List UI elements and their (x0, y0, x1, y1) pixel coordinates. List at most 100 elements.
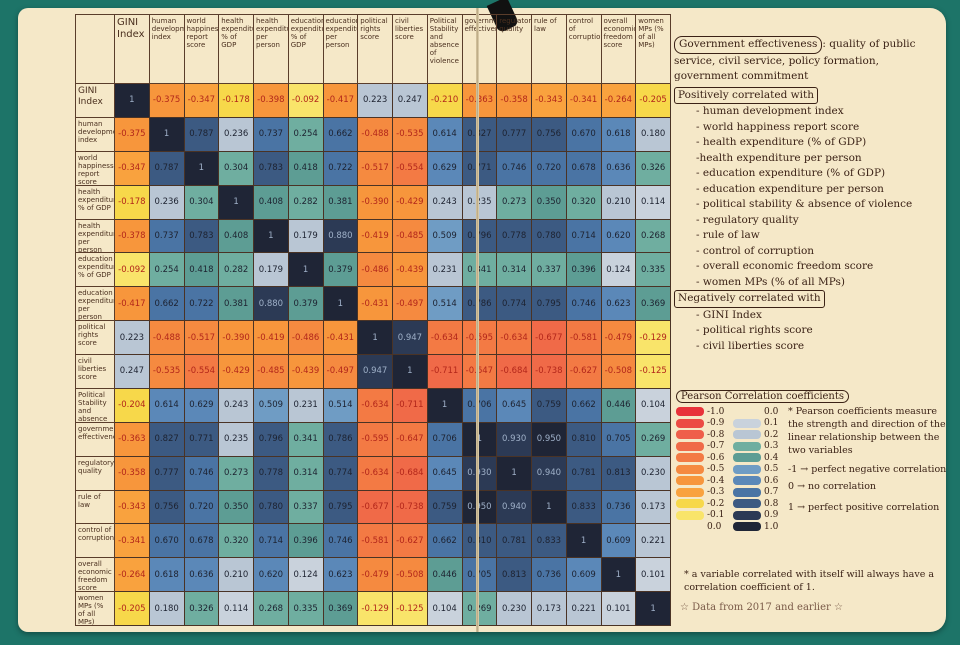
positive-list: - human development index - world happine… (674, 104, 944, 290)
heatmap-cell: 0.781 (497, 524, 532, 559)
heatmap-cell: -0.439 (393, 253, 428, 288)
row-header: rule of law (75, 490, 115, 525)
heatmap-cell: 0.335 (636, 253, 671, 288)
row-header: political rights score (75, 321, 115, 355)
heatmap-cell: -0.485 (393, 219, 428, 254)
heatmap-cell: 0.223 (115, 321, 150, 355)
heatmap-cell: -0.378 (115, 219, 150, 254)
column-header: world happiness report score (184, 14, 220, 84)
legend-scale: -1.0 0.0 -0.9 0.1 -0.8 0.2 -0.7 0.3 -0.6 0.4 -0.5 0… (676, 406, 946, 533)
heatmap-cell: -0.429 (393, 185, 428, 220)
heatmap-cell: 0.114 (219, 592, 254, 626)
column-header: regulatory quality (497, 14, 532, 84)
heatmap-cell: 0.746 (566, 287, 602, 322)
heatmap-cell: 0.781 (566, 456, 602, 491)
legend-label-positive: 0.5 (764, 464, 779, 475)
heatmap-cell: 0.714 (254, 524, 289, 559)
heatmap-cell: 0.609 (601, 524, 637, 559)
heatmap-cell: -0.738 (532, 355, 567, 389)
heatmap-cell: 0.746 (184, 456, 220, 491)
heatmap-cell: -0.264 (601, 84, 637, 118)
notes-definition: : quality of public service, civil servi… (674, 38, 916, 82)
heatmap-cell: 0.940 (497, 490, 532, 525)
heatmap-cell-diagonal: 1 (601, 558, 637, 593)
legend-row: 0.0 1.0 (676, 521, 946, 533)
heatmap-cell: 0.609 (566, 558, 602, 593)
heatmap-cell: 0.930 (497, 422, 532, 457)
heatmap-cell: -0.535 (393, 117, 428, 152)
row-header: education expenditure % of GDP (75, 253, 115, 288)
heatmap-cell: 0.335 (288, 592, 324, 626)
heatmap-cell: 0.269 (636, 422, 671, 457)
heatmap-cell-diagonal: 1 (184, 151, 220, 186)
heatmap-cell: 0.705 (462, 558, 498, 593)
heatmap-cell: 0.736 (601, 490, 637, 525)
heatmap-cell: -0.419 (254, 321, 289, 355)
row-header: human development index (75, 117, 115, 152)
heatmap-cell: 0.223 (358, 84, 393, 118)
legend-row: -0.1 0.9 (676, 510, 946, 522)
column-header: political rights score (358, 14, 393, 84)
heatmap-cell: -0.508 (601, 355, 637, 389)
heatmap-cell: 0.350 (219, 490, 254, 525)
heatmap-cell: -0.535 (149, 355, 185, 389)
heatmap-cell: 0.173 (636, 490, 671, 525)
heatmap-cell: 0.645 (497, 388, 532, 423)
heatmap-cell: 0.759 (427, 490, 463, 525)
heatmap-cell: 0.124 (601, 253, 637, 288)
heatmap-cell: 0.796 (462, 219, 498, 254)
negative-heading: Negatively correlated with (674, 290, 825, 308)
heatmap-cell: 0.618 (149, 558, 185, 593)
heatmap-cell: 0.670 (566, 117, 602, 152)
heatmap-cell: -0.595 (462, 321, 498, 355)
negative-list: - GINI Index - political rights score - ci… (674, 308, 944, 355)
explanation-zero: 0 → no correlation (788, 481, 877, 492)
heatmap-cell: 0.950 (532, 422, 567, 457)
heatmap-cell: -0.358 (497, 84, 532, 118)
heatmap-cell: 0.268 (636, 219, 671, 254)
row-header: regulatory quality (75, 456, 115, 491)
heatmap-cell: 0.396 (566, 253, 602, 288)
heatmap-cell: -0.264 (115, 558, 150, 593)
legend-label-positive: 0.8 (764, 498, 779, 509)
column-header: education expenditure % of GDP (288, 14, 324, 84)
heatmap-cell: 0.210 (601, 185, 637, 220)
legend-row: -0.2 0.8 (676, 498, 946, 510)
heatmap-cell: 0.269 (462, 592, 498, 626)
heatmap-cell: 0.282 (219, 253, 254, 288)
heatmap-cell: 0.930 (462, 456, 498, 491)
heatmap-cell: -0.634 (497, 321, 532, 355)
heatmap-cell: 0.509 (427, 219, 463, 254)
column-header: health expenditure per person (254, 14, 289, 84)
heatmap-cell: 0.778 (497, 219, 532, 254)
heatmap-cell: 0.254 (149, 253, 185, 288)
heatmap-cell-diagonal: 1 (566, 524, 602, 559)
note-item: - human development index (696, 105, 844, 117)
row-header: health expenditure per person (75, 219, 115, 254)
row-header: government effectiveness (75, 422, 115, 457)
heatmap-cell: -0.431 (323, 321, 359, 355)
heatmap-cell: 0.381 (323, 185, 359, 220)
legend-label-negative: -0.4 (707, 475, 725, 486)
heatmap-cell: 0.720 (532, 151, 567, 186)
heatmap-cell: -0.684 (497, 355, 532, 389)
heatmap-cell: 0.243 (219, 388, 254, 423)
legend-swatch-positive (733, 487, 761, 497)
heatmap-cell-diagonal: 1 (427, 388, 463, 423)
heatmap-cell: -0.358 (115, 456, 150, 491)
heatmap-cell: 0.771 (184, 422, 220, 457)
heatmap-cell: 0.623 (601, 287, 637, 322)
column-header: education expenditure per person (323, 14, 359, 84)
heatmap-cell: -0.439 (288, 355, 324, 389)
heatmap-cell: 0.618 (601, 117, 637, 152)
heatmap-cell: 0.947 (358, 355, 393, 389)
heatmap-cell: -0.341 (115, 524, 150, 559)
heatmap-cell: -0.431 (358, 287, 393, 322)
heatmap-cell: 0.662 (323, 117, 359, 152)
heatmap-cell: 0.268 (254, 592, 289, 626)
legend-swatch-negative (676, 441, 704, 451)
heatmap-cell: 0.614 (149, 388, 185, 423)
legend-swatch-positive (733, 430, 761, 440)
heatmap-cell: 0.722 (323, 151, 359, 186)
heatmap-cell: 0.379 (323, 253, 359, 288)
